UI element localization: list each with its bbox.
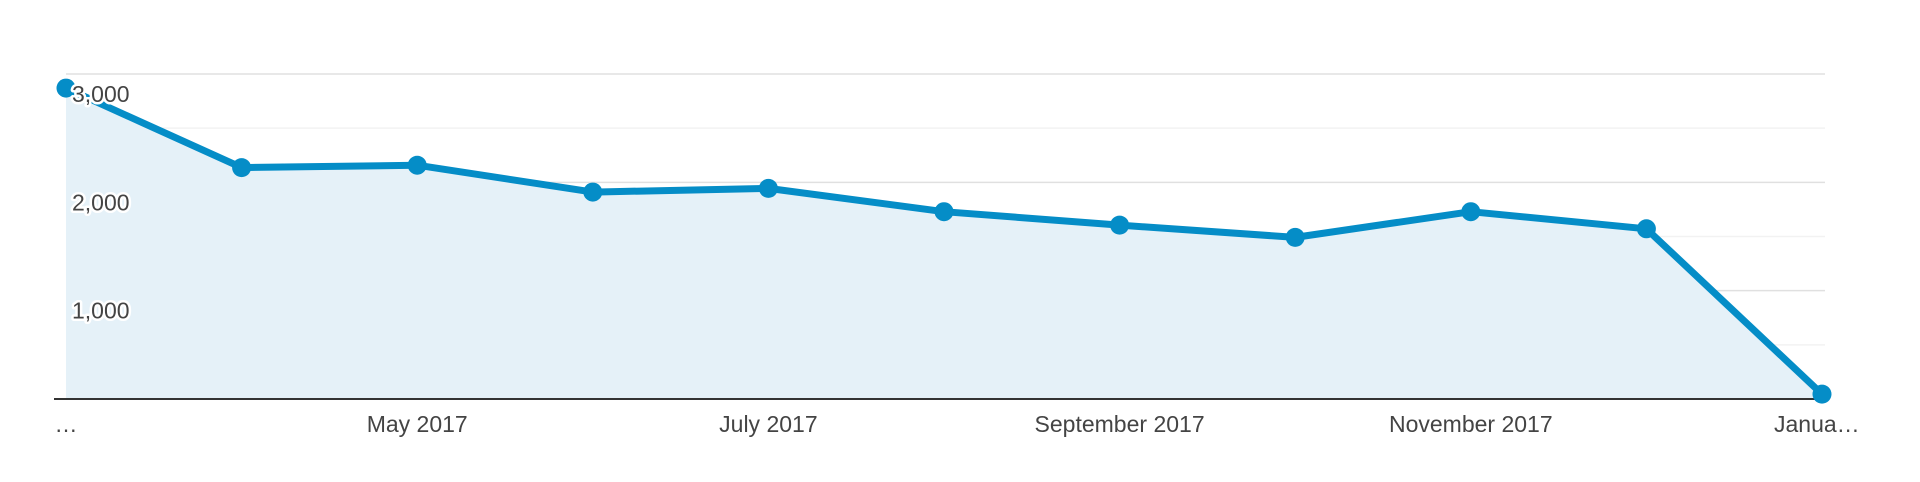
x-tick-label: November 2017 — [1389, 411, 1553, 437]
point — [1461, 202, 1481, 222]
area — [66, 88, 1822, 399]
y-tick-label: 3,000 — [72, 81, 130, 107]
point — [934, 202, 954, 222]
point — [56, 78, 76, 98]
point — [1110, 215, 1130, 235]
x-tick-label: Janua… — [1774, 411, 1860, 437]
point — [583, 182, 603, 202]
x-tick-label: July 2017 — [719, 411, 817, 437]
point — [232, 158, 252, 178]
y-tick-label: 2,000 — [72, 189, 130, 215]
point — [1636, 219, 1656, 239]
point — [758, 178, 778, 198]
point — [407, 155, 427, 175]
x-tick-label: May 2017 — [367, 411, 468, 437]
x-tick-label: … — [55, 411, 78, 437]
point — [1285, 227, 1305, 247]
x-tick-label: September 2017 — [1035, 411, 1205, 437]
y-tick-label: 1,000 — [72, 298, 130, 324]
point — [1812, 384, 1832, 404]
